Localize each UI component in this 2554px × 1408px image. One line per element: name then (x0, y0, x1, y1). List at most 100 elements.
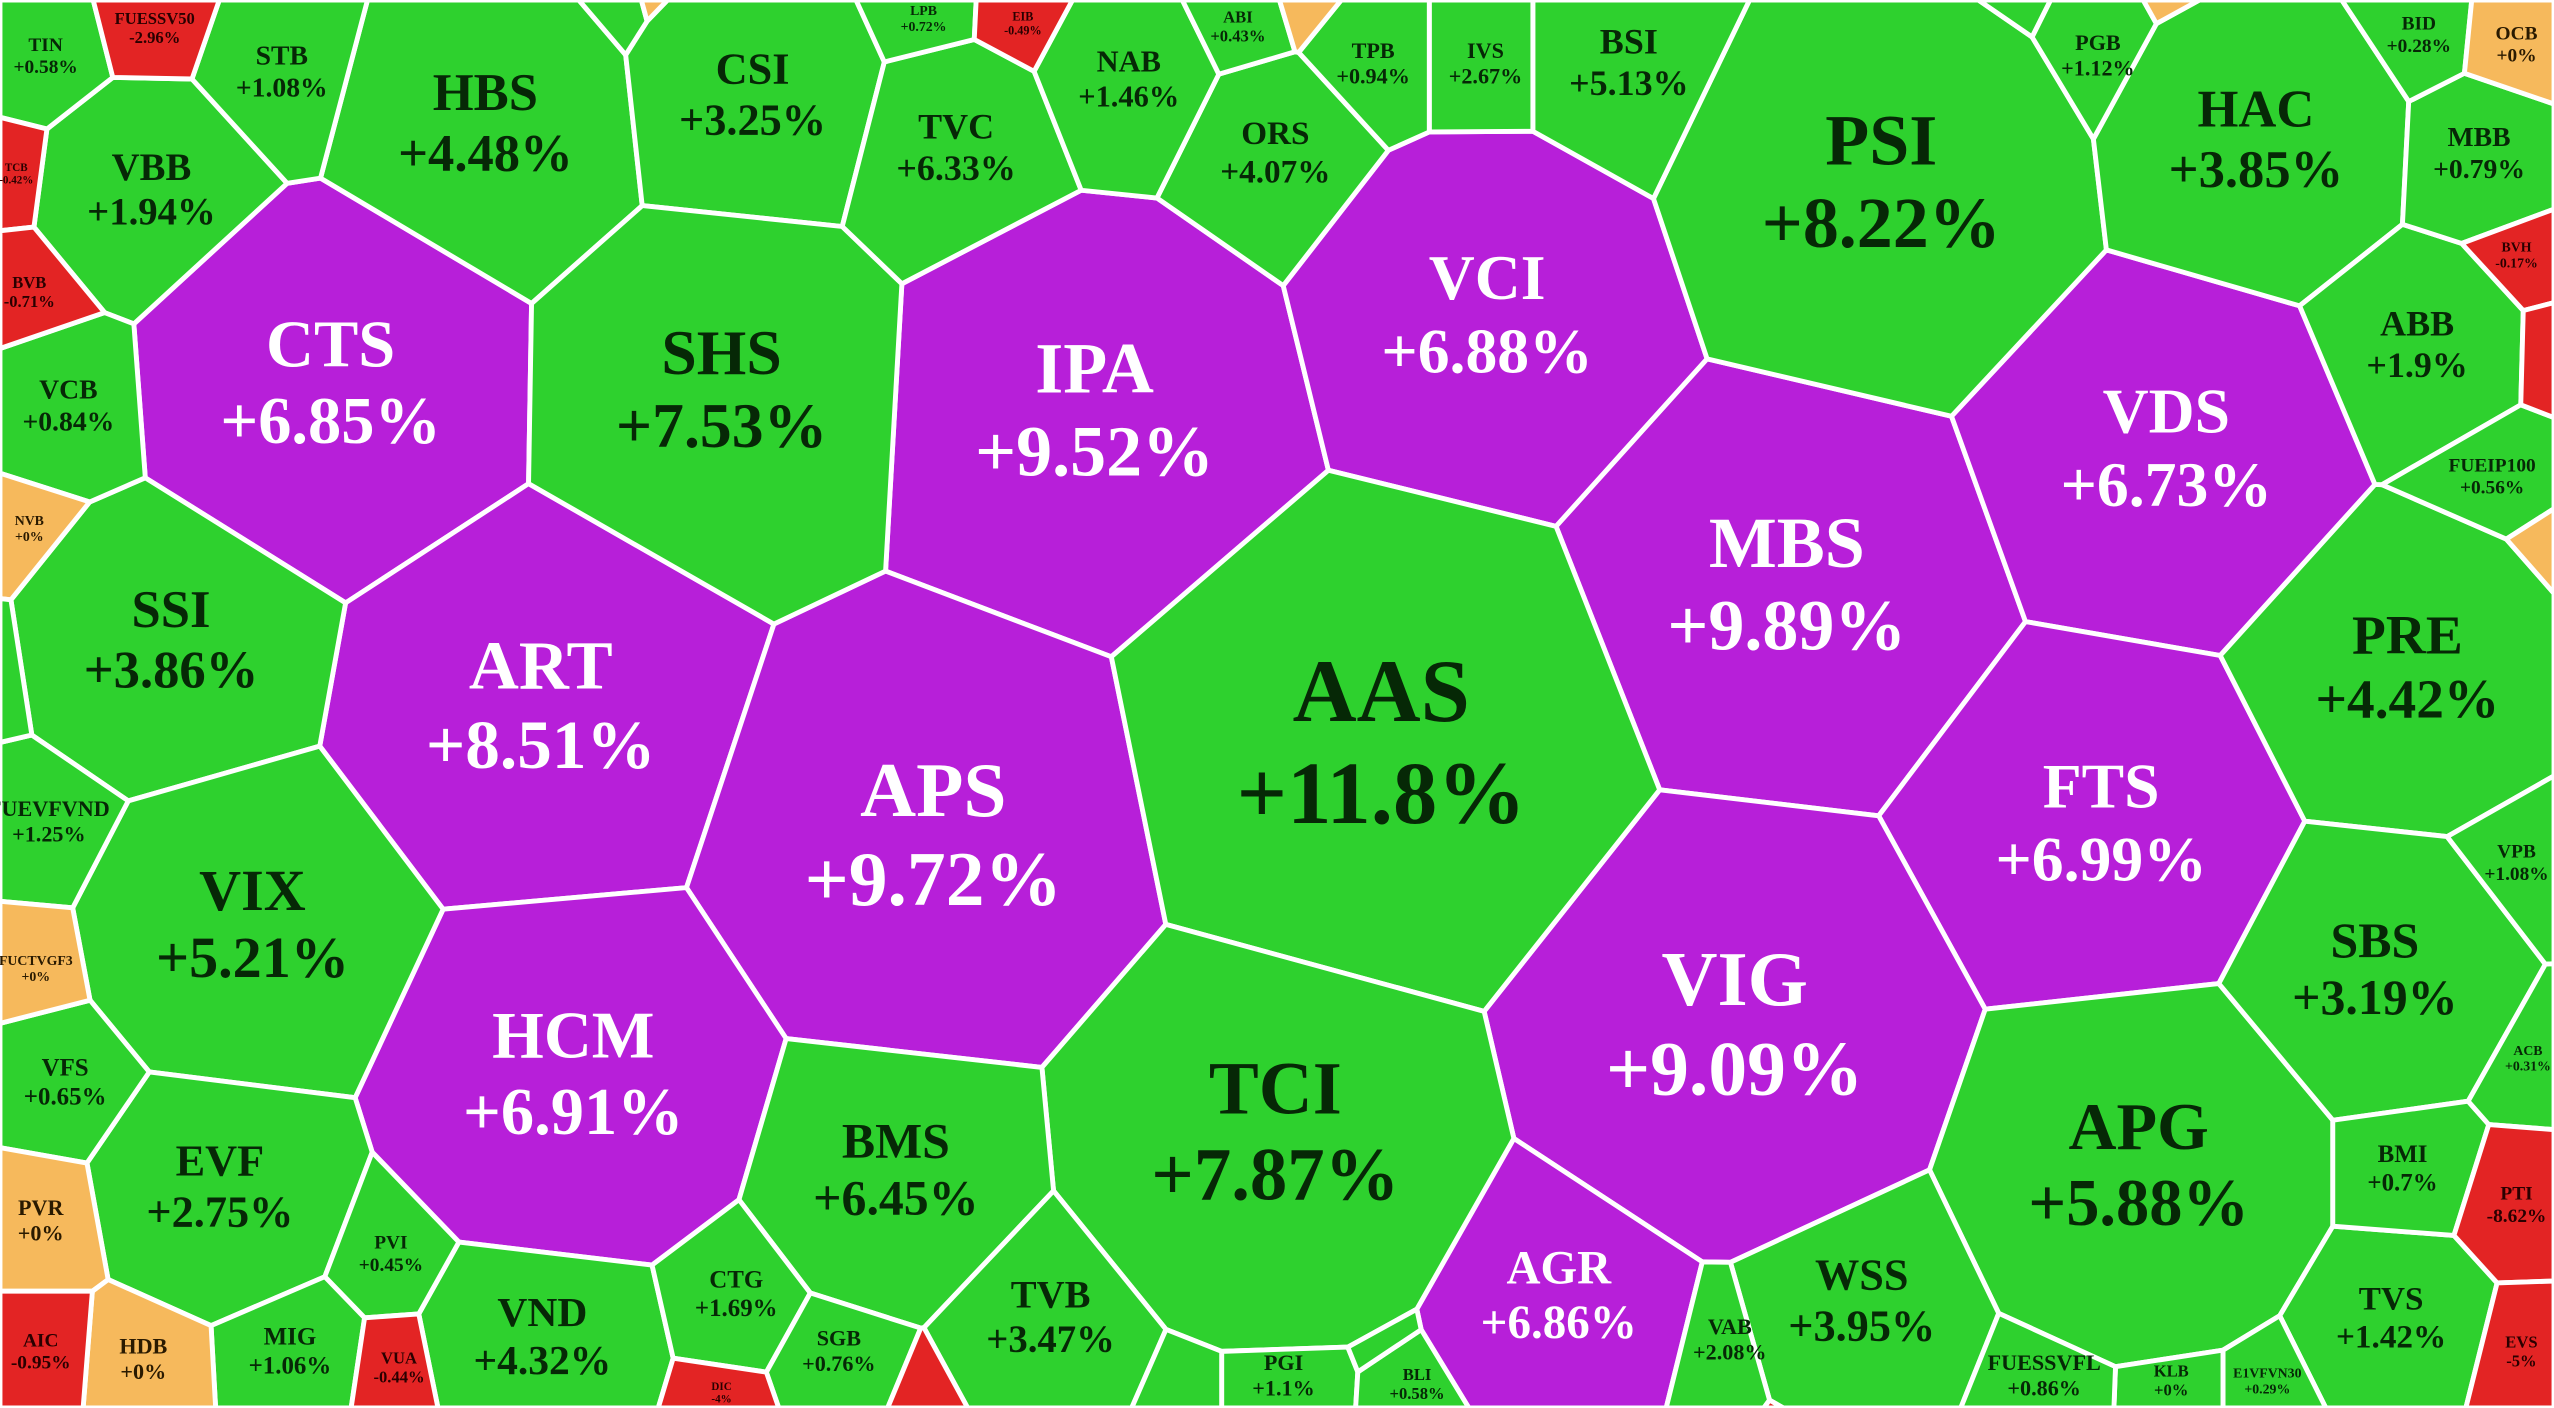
change: +0.94% (1336, 64, 1409, 89)
ticker: VPB (2497, 841, 2536, 862)
ticker: TCB (5, 162, 28, 174)
ticker: SGB (817, 1325, 862, 1350)
ticker: BLI (1403, 1365, 1432, 1384)
ticker: VBB (112, 146, 192, 189)
change: +0.65% (24, 1083, 107, 1110)
change: +0% (2154, 1381, 2188, 1400)
cell (348, 1311, 441, 1408)
ticker: FUESSVFL (1988, 1350, 2101, 1375)
change: +0% (15, 529, 44, 544)
change: +9.52% (975, 411, 1214, 491)
ticker: EVF (176, 1136, 265, 1185)
cell (1761, 1397, 1786, 1408)
change: +2.67% (1449, 64, 1522, 89)
ticker: VND (497, 1289, 587, 1335)
ticker: TIN (28, 35, 62, 56)
change: -4% (711, 1394, 731, 1406)
cell (0, 1288, 95, 1408)
ticker: ABI (1223, 7, 1253, 26)
ticker: EIB (1012, 10, 1033, 24)
change: -0.49% (1004, 24, 1042, 38)
ticker: VAB (1708, 1314, 1752, 1339)
ticker: E1VFVN30 (2233, 1365, 2301, 1380)
cell (2503, 506, 2554, 596)
change: +6.88% (1381, 315, 1592, 386)
cell (2451, 1122, 2554, 1286)
ticker: BID (2402, 14, 2436, 35)
change: +0% (2496, 46, 2536, 67)
cell (655, 1355, 782, 1408)
change: +6.33% (896, 148, 1015, 188)
change: +0.84% (22, 405, 114, 436)
change: +0.79% (2433, 153, 2525, 184)
change: +1.94% (87, 190, 216, 233)
change: +1.42% (2336, 1319, 2446, 1356)
ticker: ORS (1241, 115, 1309, 152)
change: +0.58% (13, 57, 77, 78)
cell (2140, 0, 2202, 27)
cell (0, 0, 116, 132)
change: +0.7% (2367, 1170, 2437, 1197)
cell (80, 1277, 219, 1408)
ticker: SBS (2330, 913, 2419, 968)
ticker: APG (2069, 1091, 2209, 1164)
change: +6.85% (220, 385, 441, 458)
change: +1.12% (2061, 55, 2134, 80)
change: +0.29% (2244, 1381, 2290, 1396)
change: -0.42% (0, 175, 33, 187)
cell (1129, 1326, 1225, 1408)
change: -0.17% (2495, 255, 2538, 270)
change: +7.87% (1151, 1134, 1399, 1217)
cell (2220, 1313, 2329, 1408)
change: +3.25% (679, 96, 826, 145)
change: +2.08% (1693, 1340, 1766, 1365)
change: +6.99% (1995, 824, 2206, 895)
ticker: APS (860, 747, 1006, 833)
cell (0, 224, 108, 351)
ticker: FUCTVGF3 (0, 953, 73, 968)
ticker: MBB (2448, 121, 2511, 152)
ticker: TPB (1352, 38, 1395, 63)
ticker: VIG (1661, 936, 1807, 1022)
change: +1.08% (236, 71, 328, 102)
change: +9.72% (805, 836, 1062, 922)
ticker: MIG (264, 1324, 317, 1351)
ticker: LPB (910, 3, 937, 18)
change: +0.43% (1210, 26, 1265, 45)
ticker: VDS (2103, 376, 2230, 447)
change: +3.86% (84, 641, 259, 699)
ticker: KLB (2154, 1362, 2189, 1381)
ticker: PVR (18, 1195, 65, 1220)
change: +2.75% (146, 1187, 293, 1236)
change: +1.69% (695, 1295, 778, 1322)
change: +6.45% (813, 1171, 978, 1226)
ticker: ART (469, 626, 613, 703)
cell (1277, 0, 1344, 55)
cell (1958, 1310, 2118, 1408)
change: -2.96% (129, 28, 180, 47)
ticker: AGR (1506, 1243, 1612, 1295)
ticker: HDB (119, 1334, 167, 1359)
change: +0.45% (359, 1255, 423, 1276)
change: +0% (22, 969, 51, 984)
cell (0, 114, 50, 234)
ticker: TVC (918, 106, 994, 146)
cell (1975, 0, 2053, 40)
ticker: CTS (266, 309, 395, 382)
ticker: FTS (2043, 750, 2160, 821)
ticker: VCI (1429, 242, 1546, 313)
cell (526, 203, 905, 627)
change: +4.07% (1220, 153, 1330, 190)
change: +6.86% (1481, 1297, 1637, 1349)
change: +4.48% (398, 125, 573, 183)
ticker: VCB (39, 374, 97, 405)
change: +0.28% (2387, 36, 2451, 57)
ticker: BMI (2378, 1141, 2428, 1168)
ticker: IPA (1035, 328, 1154, 408)
ticker: HAC (2197, 81, 2314, 139)
ticker: IVS (1467, 38, 1504, 63)
ticker: NAB (1097, 45, 1161, 79)
ticker: CSI (716, 45, 790, 94)
